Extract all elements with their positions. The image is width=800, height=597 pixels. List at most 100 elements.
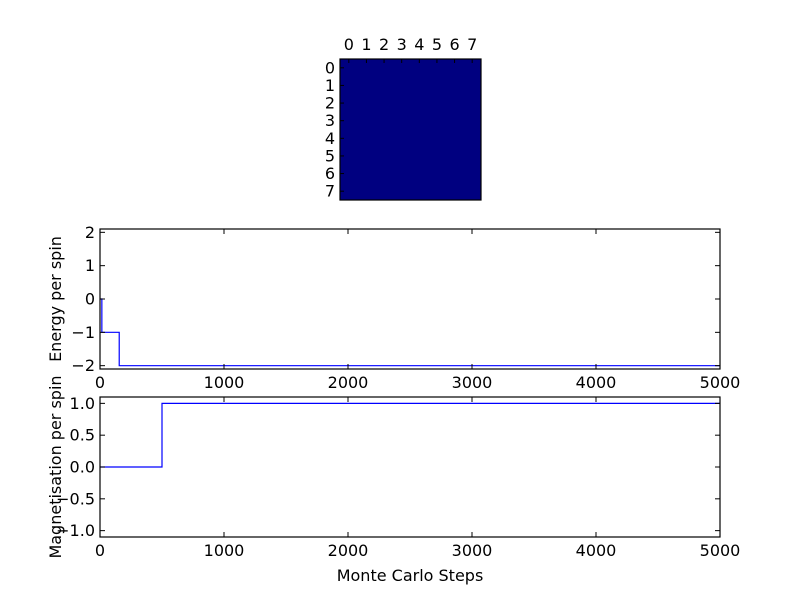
- heatmap-cell: [375, 76, 394, 95]
- magnetisation-y-tick-label: −1.0: [56, 521, 95, 540]
- heatmap-cell: [375, 59, 394, 78]
- heatmap-x-tick-label: 5: [432, 35, 442, 54]
- energy-y-tick-label: 0: [85, 290, 95, 309]
- heatmap-cell: [392, 111, 411, 130]
- heatmap-y-tick-label: 3: [325, 111, 335, 130]
- magnetisation-x-tick-label: 5000: [700, 541, 741, 560]
- heatmap-cell: [375, 147, 394, 166]
- heatmap-cell: [340, 111, 359, 130]
- heatmap-cell: [375, 94, 394, 113]
- heatmap-cell: [463, 94, 482, 113]
- heatmap-cell: [428, 111, 447, 130]
- heatmap-cell: [463, 129, 482, 148]
- magnetisation-y-tick-label: 0.0: [70, 458, 95, 477]
- heatmap-y-tick-label: 4: [325, 129, 335, 148]
- energy-y-tick-label: −2: [71, 356, 95, 375]
- energy-x-tick-label: 0: [95, 373, 105, 392]
- magnetisation-y-axis-label: Magnetisation per spin: [46, 375, 65, 558]
- heatmap-x-tick-label: 3: [397, 35, 407, 54]
- heatmap-cell: [340, 94, 359, 113]
- heatmap-y-tick-label: 0: [325, 58, 335, 77]
- heatmap-cell: [375, 164, 394, 183]
- heatmap-x-tick-label: 7: [467, 35, 477, 54]
- magnetisation-x-tick-label: 4000: [576, 541, 617, 560]
- energy-y-tick-label: 2: [85, 223, 95, 242]
- heatmap-cell: [445, 147, 464, 166]
- heatmap-cell: [340, 182, 359, 201]
- magnetisation-x-tick-label: 1000: [204, 541, 245, 560]
- heatmap-cell: [340, 147, 359, 166]
- heatmap-y-tick-label: 6: [325, 164, 335, 183]
- heatmap-cell: [392, 59, 411, 78]
- heatmap-cell: [375, 182, 394, 201]
- heatmap-cell: [357, 94, 376, 113]
- heatmap-cell: [357, 111, 376, 130]
- heatmap-cell: [357, 147, 376, 166]
- magnetisation-x-tick-label: 2000: [328, 541, 369, 560]
- heatmap-cell: [445, 111, 464, 130]
- heatmap-cell: [410, 129, 429, 148]
- heatmap-cell: [392, 164, 411, 183]
- heatmap-cell: [445, 129, 464, 148]
- heatmap-cell: [445, 164, 464, 183]
- energy-x-tick-label: 3000: [452, 373, 493, 392]
- heatmap-cell: [445, 76, 464, 95]
- heatmap-cell: [463, 59, 482, 78]
- heatmap-cell: [445, 59, 464, 78]
- heatmap-cell: [428, 129, 447, 148]
- magnetisation-y-tick-label: 0.5: [70, 426, 95, 445]
- heatmap-y-tick-label: 5: [325, 146, 335, 165]
- heatmap-cell: [357, 164, 376, 183]
- heatmap-cell: [463, 164, 482, 183]
- heatmap-cell: [428, 164, 447, 183]
- heatmap-cell: [410, 94, 429, 113]
- magnetisation-frame: [99, 396, 721, 538]
- heatmap-cell: [428, 59, 447, 78]
- heatmap-cell: [392, 182, 411, 201]
- heatmap-cell: [375, 129, 394, 148]
- heatmap-cell: [463, 76, 482, 95]
- energy-series-line: [100, 298, 720, 367]
- heatmap-x-tick-label: 6: [449, 35, 459, 54]
- heatmap-y-tick-label: 7: [325, 182, 335, 201]
- magnetisation-y-tick-label: 1.0: [70, 394, 95, 413]
- magnetisation-plot: 0 1000 2000 3000 4000 5000 −1.0 −0.5 0.0 0.5 1.0 Ma…: [46, 375, 740, 585]
- energy-y-tick-label: 1: [85, 256, 95, 275]
- heatmap-cell: [357, 129, 376, 148]
- magnetisation-x-tick-label: 0: [95, 541, 105, 560]
- energy-frame: [99, 228, 721, 370]
- magnetisation-series-line: [100, 402, 720, 468]
- heatmap-x-tick-label: 2: [379, 35, 389, 54]
- heatmap-cell: [340, 164, 359, 183]
- heatmap-cell: [340, 59, 359, 78]
- heatmap-cell: [428, 182, 447, 201]
- heatmap-y-tick-label: 2: [325, 94, 335, 113]
- heatmap-cell: [428, 147, 447, 166]
- heatmap-x-tick-label: 4: [414, 35, 424, 54]
- heatmap-cell: [410, 147, 429, 166]
- heatmap-cell: [375, 111, 394, 130]
- energy-y-tick-label: −1: [71, 323, 95, 342]
- energy-x-tick-label: 2000: [328, 373, 369, 392]
- magnetisation-x-axis-label: Monte Carlo Steps: [337, 566, 484, 585]
- energy-plot: 0 1000 2000 3000 4000 5000 −2 −1 0 1 2 Energy per s…: [46, 223, 740, 392]
- heatmap-cell: [357, 182, 376, 201]
- heatmap-cell: [357, 76, 376, 95]
- heatmap-cell: [410, 111, 429, 130]
- heatmap-cell: [410, 76, 429, 95]
- heatmap-y-tick-label: 1: [325, 76, 335, 95]
- heatmap-cell: [428, 76, 447, 95]
- heatmap-cell: [392, 76, 411, 95]
- heatmap-frame: [339, 58, 482, 201]
- heatmap-cell: [340, 76, 359, 95]
- heatmap-cell: [445, 94, 464, 113]
- heatmap-cell: [463, 111, 482, 130]
- energy-x-tick-label: 1000: [204, 373, 245, 392]
- heatmap-cell: [410, 182, 429, 201]
- heatmap-cell: [463, 147, 482, 166]
- heatmap-cell: [445, 182, 464, 201]
- heatmap-cell: [428, 94, 447, 113]
- heatmap-cell: [410, 164, 429, 183]
